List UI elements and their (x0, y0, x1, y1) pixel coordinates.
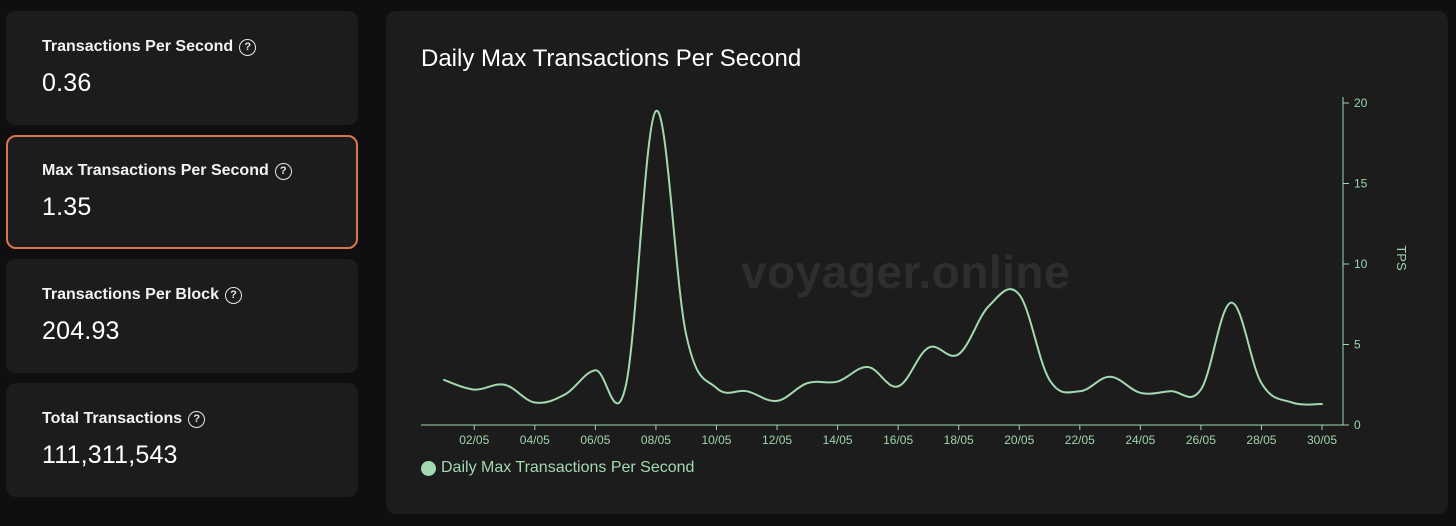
stat-card-tps[interactable]: Transactions Per Second? 0.36 (6, 11, 358, 125)
data-point (1016, 292, 1022, 298)
data-point (653, 108, 659, 114)
x-tick-label: 26/05 (1186, 433, 1216, 447)
x-tick-label: 06/05 (580, 433, 610, 447)
stat-card-total-tx[interactable]: Total Transactions? 111,311,543 (6, 383, 358, 497)
data-point (683, 332, 689, 338)
data-point (623, 383, 629, 389)
help-icon[interactable]: ? (274, 162, 292, 180)
stat-value: 0.36 (42, 69, 92, 97)
legend[interactable]: Daily Max Transactions Per Second (421, 459, 694, 477)
data-point (986, 303, 992, 309)
stat-value: 204.93 (42, 317, 120, 345)
x-tick-label: 24/05 (1125, 433, 1155, 447)
data-point (774, 398, 780, 404)
x-tick-label: 12/05 (762, 433, 792, 447)
legend-entry: Daily Max Transactions Per Second (441, 459, 695, 476)
data-point (1198, 387, 1204, 393)
line-chart[interactable]: 0 5 10 15 20 TPS 02/05 04/05 06/05 08/05 10/05 12/0… (386, 11, 1448, 514)
data-point (1047, 377, 1053, 383)
y-tick-label: 5 (1354, 338, 1361, 352)
x-tick-label: 20/05 (1004, 433, 1034, 447)
data-point (744, 388, 750, 394)
x-tick-label: 22/05 (1065, 433, 1095, 447)
data-point (1289, 399, 1295, 405)
x-tick-label: 30/05 (1307, 433, 1337, 447)
y-tick-label: 20 (1354, 96, 1368, 110)
data-point (865, 364, 871, 370)
y-tick-label: 0 (1354, 418, 1361, 432)
data-point (1107, 374, 1113, 380)
series-line (443, 110, 1323, 406)
x-tick-label: 04/05 (520, 433, 550, 447)
x-tick-label: 28/05 (1246, 433, 1276, 447)
help-icon[interactable]: ? (224, 286, 242, 304)
data-point (925, 345, 931, 351)
stat-value: 111,311,543 (42, 441, 178, 469)
x-tick-label: 02/05 (459, 433, 489, 447)
data-point (895, 383, 901, 389)
data-point (562, 391, 568, 397)
data-point (532, 399, 538, 405)
data-point (441, 377, 447, 383)
stat-card-tx-per-block[interactable]: Transactions Per Block? 204.93 (6, 259, 358, 373)
y-tick-label: 10 (1354, 257, 1368, 271)
x-tick-label: 14/05 (823, 433, 853, 447)
y-tick-label: 15 (1354, 177, 1368, 191)
data-point (835, 379, 841, 385)
data-point (592, 367, 598, 373)
data-point (1258, 380, 1264, 386)
data-point (1077, 388, 1083, 394)
data-point (1228, 300, 1234, 306)
data-point (713, 385, 719, 391)
watermark: voyager.online (741, 246, 1071, 298)
stat-value: 1.35 (42, 193, 92, 221)
stat-label: Transactions Per Block (42, 286, 219, 303)
stat-label: Total Transactions (42, 410, 183, 427)
legend-swatch (421, 460, 436, 476)
help-icon[interactable]: ? (239, 38, 257, 56)
stat-card-max-tps[interactable]: Max Transactions Per Second? 1.35 (6, 135, 358, 249)
data-point (956, 351, 962, 357)
data-point (1168, 388, 1174, 394)
data-point (471, 387, 477, 393)
x-tick-label: 10/05 (701, 433, 731, 447)
data-point (1137, 390, 1143, 396)
chart-title: Daily Max Transactions Per Second (421, 45, 802, 72)
stat-label: Transactions Per Second (42, 38, 234, 55)
data-point (1319, 401, 1325, 407)
x-tick-label: 18/05 (944, 433, 974, 447)
help-icon[interactable]: ? (188, 410, 206, 428)
x-tick-label: 08/05 (641, 433, 671, 447)
chart-panel: Daily Max Transactions Per Second voyage… (386, 11, 1448, 514)
data-point (804, 380, 810, 386)
data-point (502, 382, 508, 388)
stat-label: Max Transactions Per Second (42, 162, 269, 179)
x-tick-label: 16/05 (883, 433, 913, 447)
y-axis-label: TPS (1394, 245, 1409, 271)
